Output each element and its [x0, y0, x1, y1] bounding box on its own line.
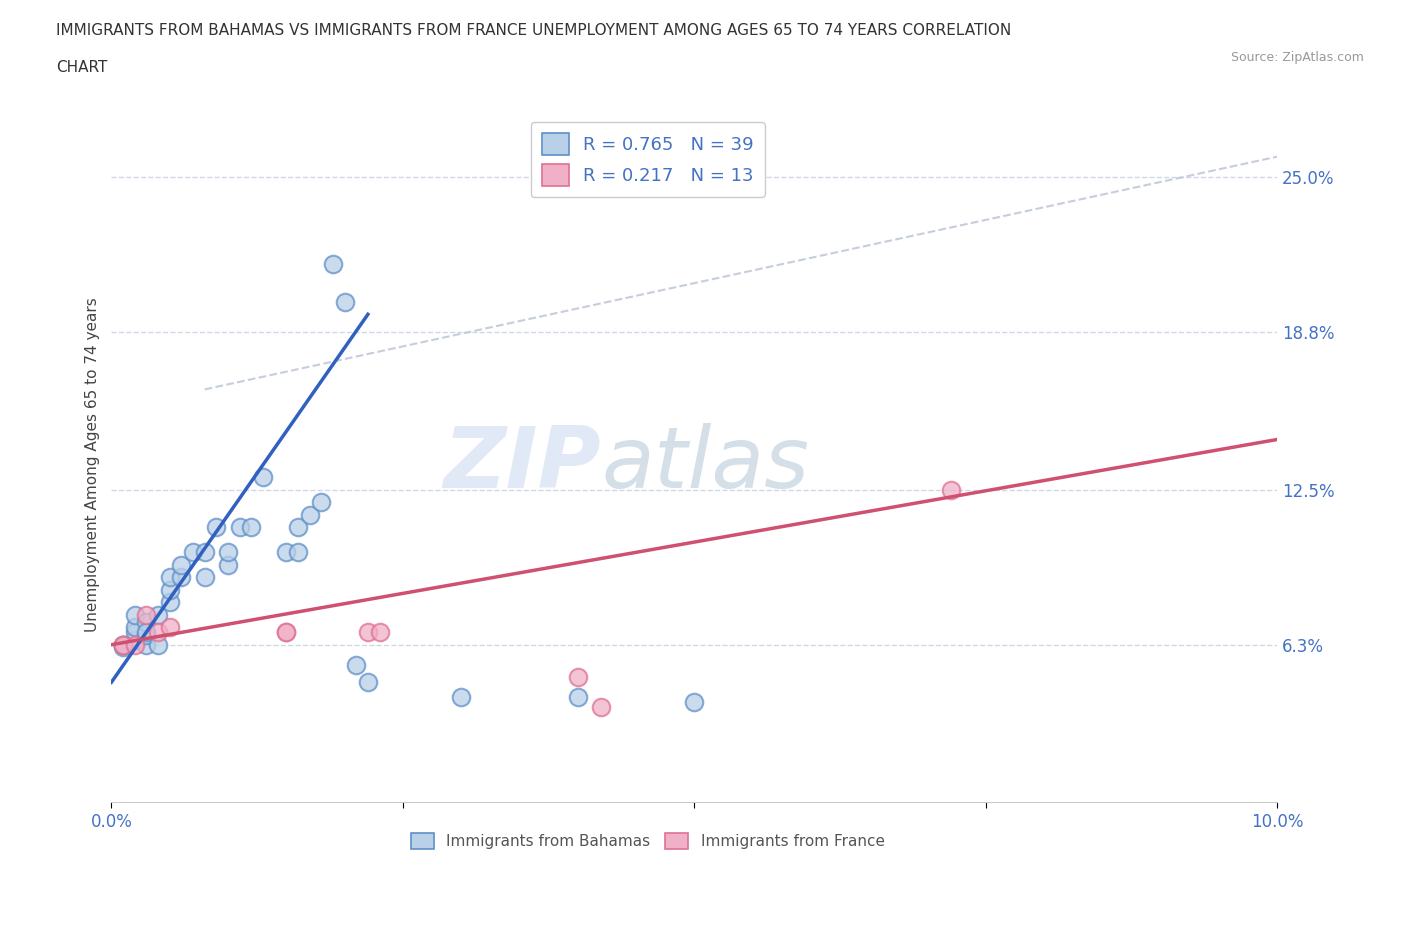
Point	[135, 615, 157, 630]
Point	[322, 257, 344, 272]
Point	[683, 695, 706, 710]
Point	[135, 607, 157, 622]
Point	[112, 637, 135, 652]
Point	[159, 619, 181, 634]
Legend: Immigrants from Bahamas, Immigrants from France: Immigrants from Bahamas, Immigrants from…	[405, 828, 890, 856]
Point	[205, 520, 228, 535]
Point	[252, 470, 274, 485]
Point	[146, 625, 169, 640]
Point	[217, 557, 239, 572]
Point	[357, 625, 380, 640]
Point	[112, 637, 135, 652]
Point	[217, 545, 239, 560]
Point	[112, 637, 135, 652]
Point	[124, 619, 146, 634]
Point	[276, 545, 298, 560]
Point	[124, 637, 146, 652]
Point	[124, 607, 146, 622]
Point	[146, 637, 169, 652]
Point	[276, 625, 298, 640]
Point	[181, 545, 204, 560]
Point	[124, 632, 146, 647]
Point	[170, 570, 193, 585]
Point	[194, 545, 217, 560]
Point	[450, 690, 472, 705]
Point	[298, 507, 321, 522]
Point	[567, 670, 589, 684]
Point	[344, 658, 367, 672]
Point	[368, 625, 391, 640]
Point	[939, 482, 962, 497]
Point	[228, 520, 250, 535]
Point	[276, 625, 298, 640]
Point	[287, 520, 309, 535]
Point	[124, 625, 146, 640]
Point	[135, 637, 157, 652]
Y-axis label: Unemployment Among Ages 65 to 74 years: Unemployment Among Ages 65 to 74 years	[86, 297, 100, 631]
Text: atlas: atlas	[602, 423, 808, 506]
Point	[240, 520, 263, 535]
Text: IMMIGRANTS FROM BAHAMAS VS IMMIGRANTS FROM FRANCE UNEMPLOYMENT AMONG AGES 65 TO : IMMIGRANTS FROM BAHAMAS VS IMMIGRANTS FR…	[56, 23, 1011, 38]
Point	[567, 690, 589, 705]
Point	[333, 295, 356, 310]
Point	[170, 557, 193, 572]
Point	[159, 570, 181, 585]
Text: ZIP: ZIP	[443, 423, 602, 506]
Point	[287, 545, 309, 560]
Point	[159, 594, 181, 609]
Point	[159, 582, 181, 597]
Point	[135, 627, 157, 642]
Point	[135, 625, 157, 640]
Point	[112, 637, 135, 652]
Point	[146, 607, 169, 622]
Point	[112, 640, 135, 655]
Point	[591, 700, 613, 715]
Point	[309, 495, 332, 510]
Text: CHART: CHART	[56, 60, 108, 75]
Text: Source: ZipAtlas.com: Source: ZipAtlas.com	[1230, 51, 1364, 64]
Point	[194, 570, 217, 585]
Point	[357, 675, 380, 690]
